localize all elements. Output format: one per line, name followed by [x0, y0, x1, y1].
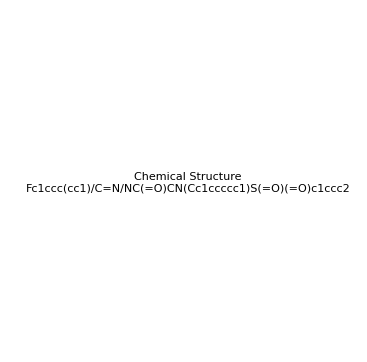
- Text: Chemical Structure
Fc1ccc(cc1)/C=N/NC(=O)CN(Cc1ccccc1)S(=O)(=O)c1ccc2: Chemical Structure Fc1ccc(cc1)/C=N/NC(=O…: [26, 172, 350, 194]
